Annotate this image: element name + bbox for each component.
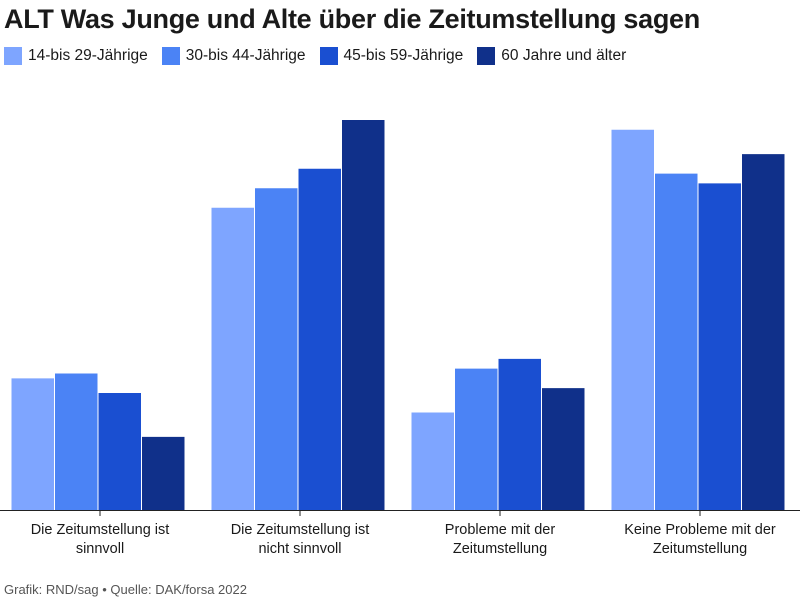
bar	[55, 373, 98, 510]
legend-item-60-plus: 60 Jahre und älter	[477, 47, 626, 65]
bar	[342, 120, 385, 510]
bar	[298, 168, 341, 510]
legend-label: 30-bis 44-Jährige	[185, 47, 306, 64]
legend-swatch	[4, 47, 22, 65]
bar	[542, 388, 585, 510]
legend-label: 60 Jahre und älter	[501, 47, 627, 64]
bar	[98, 393, 141, 510]
bar	[455, 368, 498, 510]
legend-swatch	[161, 47, 180, 65]
bar	[411, 412, 454, 510]
x-axis-category-label: Die Zeitumstellung ist sinnvoll	[31, 522, 170, 557]
chart-title: ALT Was Junge und Alte über die Zeitumst…	[4, 4, 700, 34]
bar-chart: Die Zeitumstellung ist sinnvoll Die Zeitum…	[0, 120, 800, 557]
x-axis-category-label: Keine Probleme mit der Zeitumstellung	[624, 522, 776, 557]
legend-item-30-44: 30-bis 44-Jährige	[161, 47, 306, 65]
bar	[742, 154, 785, 510]
bar	[698, 183, 741, 510]
legend: 14-bis 29-Jährige 30-bis 44-Jährige 45-b…	[4, 47, 640, 65]
bar	[11, 378, 54, 510]
source-footer: Grafik: RND/sag • Quelle: DAK/forsa 2022	[4, 582, 247, 597]
bar	[611, 129, 654, 510]
legend-swatch	[477, 47, 496, 65]
x-axis-category-label: Die Zeitumstellung ist nicht sinnvoll	[231, 522, 370, 557]
bar	[142, 436, 185, 510]
x-axis-category-label: Probleme mit der Zeitumstellung	[445, 522, 556, 557]
bar	[655, 173, 698, 510]
legend-item-45-59: 45-bis 59-Jährige	[319, 47, 464, 65]
bar	[255, 188, 298, 510]
legend-item-14-29: 14-bis 29-Jährige	[4, 47, 148, 65]
legend-label: 45-bis 59-Jährige	[343, 47, 464, 64]
legend-swatch	[319, 47, 338, 65]
bar	[498, 358, 541, 510]
legend-label: 14-bis 29-Jährige	[28, 47, 148, 64]
bar	[211, 207, 254, 510]
